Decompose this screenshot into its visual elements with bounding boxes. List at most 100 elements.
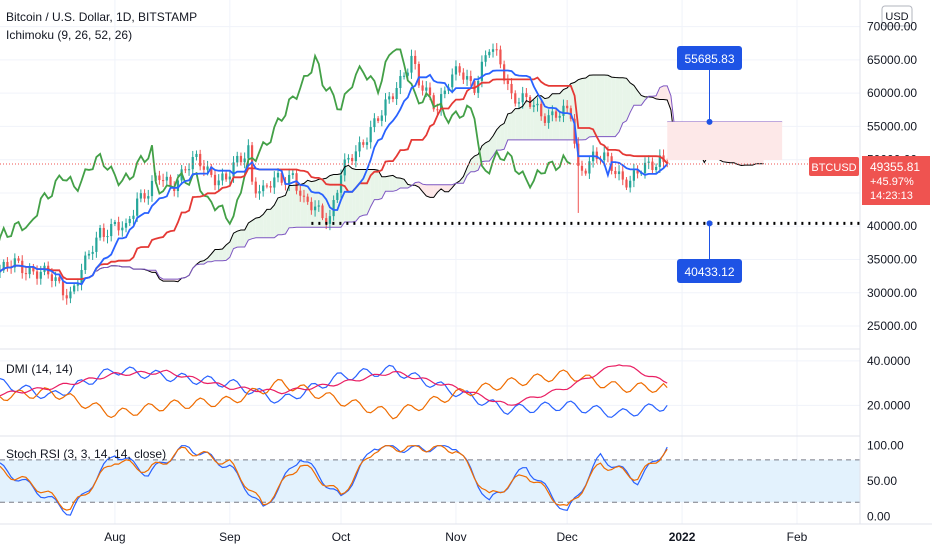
lower-anchor-dot <box>706 220 713 227</box>
candle <box>98 224 102 241</box>
candle <box>495 43 498 56</box>
cloud-segment <box>203 258 208 265</box>
candle <box>440 87 443 116</box>
candle <box>288 168 291 192</box>
dmi-series-di <box>0 364 668 418</box>
upper-anchor-dot <box>706 118 713 125</box>
upper-level-badge[interactable]: 55685.83 <box>677 46 742 70</box>
cloud-segment <box>151 270 156 273</box>
price-tick: 65000.00 <box>867 53 917 67</box>
dmi-tick: 20.0000 <box>867 398 911 412</box>
candle <box>655 163 658 174</box>
candle <box>24 266 28 281</box>
candle <box>328 209 332 231</box>
cloud-segment <box>344 165 349 223</box>
dmi-series-di <box>0 369 668 420</box>
candle <box>395 82 398 105</box>
cloud-segment <box>496 125 501 151</box>
currency-button[interactable]: USD <box>881 5 913 27</box>
countdown-text: 14:23:13 <box>870 190 913 202</box>
candle <box>532 99 535 113</box>
candle <box>443 86 446 99</box>
cloud-segment <box>240 230 245 248</box>
candle <box>632 163 635 188</box>
candle <box>321 203 324 221</box>
cloud-segment <box>348 165 353 223</box>
candle <box>165 171 168 186</box>
cloud-segment <box>426 184 430 198</box>
candle <box>465 69 469 86</box>
candle <box>365 137 369 150</box>
cloud-segment <box>481 142 486 162</box>
cloud-segment <box>615 77 620 137</box>
cloud-segment <box>266 209 271 238</box>
cloud-segment <box>263 209 267 238</box>
candle <box>540 99 543 121</box>
candle <box>210 163 213 178</box>
stoch-tick: 0.00 <box>867 509 891 523</box>
upper-level-text: 55685.83 <box>684 52 734 66</box>
candle <box>269 181 272 193</box>
cloud-segment <box>504 113 508 150</box>
candle <box>80 263 83 291</box>
last-price-text: 49355.81 <box>870 160 920 174</box>
dmi-series-adx <box>0 364 668 406</box>
cloud-segment <box>485 140 490 162</box>
candle <box>543 113 547 126</box>
cloud-segment <box>385 175 390 192</box>
dmi-label: DMI (14, 14) <box>6 362 73 376</box>
cloud-segment <box>285 185 290 235</box>
candle <box>313 200 317 217</box>
cloud-segment <box>522 100 527 140</box>
cloud-segment <box>433 184 438 198</box>
price-tick: 25000.00 <box>867 319 917 333</box>
candle <box>2 259 5 273</box>
candle <box>87 250 91 260</box>
candle <box>302 189 306 203</box>
candle <box>388 92 391 104</box>
candle <box>580 160 584 176</box>
cloud-segment <box>378 170 382 200</box>
candle <box>499 45 502 69</box>
candle <box>84 251 87 274</box>
candle <box>73 282 76 295</box>
candle <box>410 49 413 79</box>
candle <box>414 50 417 70</box>
candle <box>143 189 146 203</box>
cloud-segment <box>418 182 423 192</box>
candle <box>514 90 517 107</box>
candle <box>191 150 194 176</box>
candle <box>525 87 528 103</box>
candle <box>621 165 624 186</box>
tenkan-line <box>0 69 668 286</box>
cloud-segment <box>500 123 505 151</box>
candle <box>32 263 35 275</box>
ticker-text: BTCUSD <box>811 162 856 174</box>
time-axis[interactable]: Aug Sep Oct Nov Dec 2022 Feb <box>104 530 807 544</box>
candle <box>588 155 591 179</box>
cloud-segment <box>548 93 553 140</box>
candle <box>658 149 661 173</box>
cloud-segment <box>422 184 427 197</box>
candle <box>595 147 598 164</box>
candle <box>265 183 269 189</box>
cloud-segment <box>215 249 219 261</box>
lower-level-badge[interactable]: 40433.12 <box>677 259 742 283</box>
cloud-segment <box>578 78 582 140</box>
candle <box>454 60 458 81</box>
cloud-segment <box>430 184 434 198</box>
cloud-segment <box>604 74 608 137</box>
cloud-segment <box>404 179 408 188</box>
candle <box>110 218 113 242</box>
currency-label: USD <box>885 11 908 23</box>
candle <box>503 60 506 85</box>
last-price-badge: 49355.81 +45.97% 14:23:13 <box>862 156 930 205</box>
candle <box>299 184 302 202</box>
candle <box>173 181 176 197</box>
candle <box>547 109 550 129</box>
projection-box[interactable] <box>667 121 783 160</box>
cloud-segment <box>396 177 401 191</box>
cloud-segment <box>226 241 230 261</box>
candle <box>228 171 231 185</box>
